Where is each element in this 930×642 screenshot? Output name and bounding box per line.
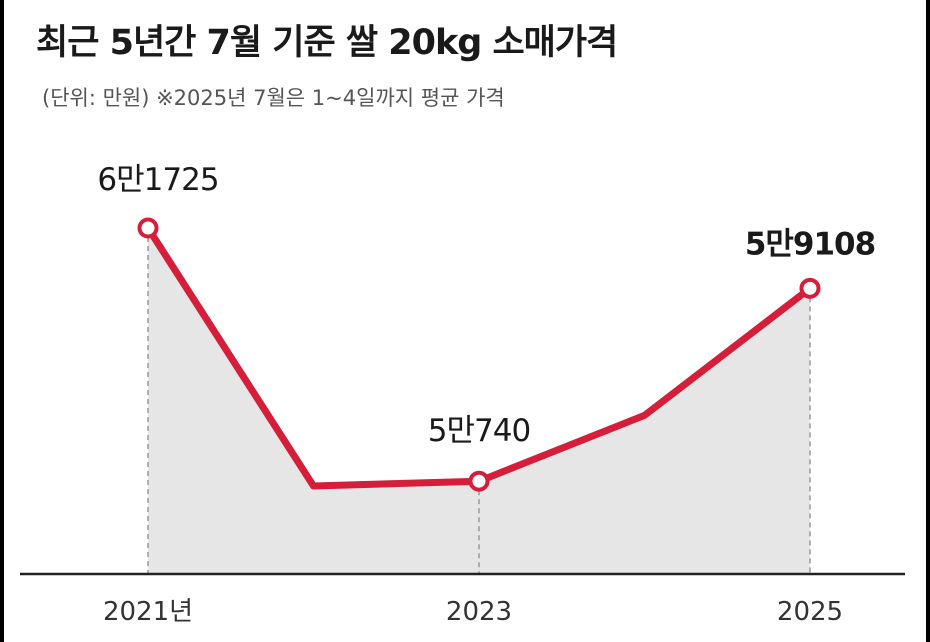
- x-tick-label-2023: 2023: [446, 597, 512, 627]
- chart-title: 최근 5년간 7월 기준 쌀 20kg 소매가격: [36, 23, 618, 63]
- data-point-2025: [799, 277, 821, 299]
- data-label-2023: 5만740: [428, 413, 530, 449]
- x-tick-label-2025: 2025: [777, 597, 843, 627]
- data-label-2021: 6만1725: [97, 162, 218, 198]
- x-tick-label-2021: 2021년: [103, 597, 193, 627]
- chart-subtitle: (단위: 만원) ※2025년 7월은 1~4일까지 평균 가격: [42, 86, 505, 110]
- data-point-2021: [137, 217, 159, 239]
- data-label-2025: 5만9108: [745, 226, 875, 262]
- data-point-2023: [468, 470, 490, 492]
